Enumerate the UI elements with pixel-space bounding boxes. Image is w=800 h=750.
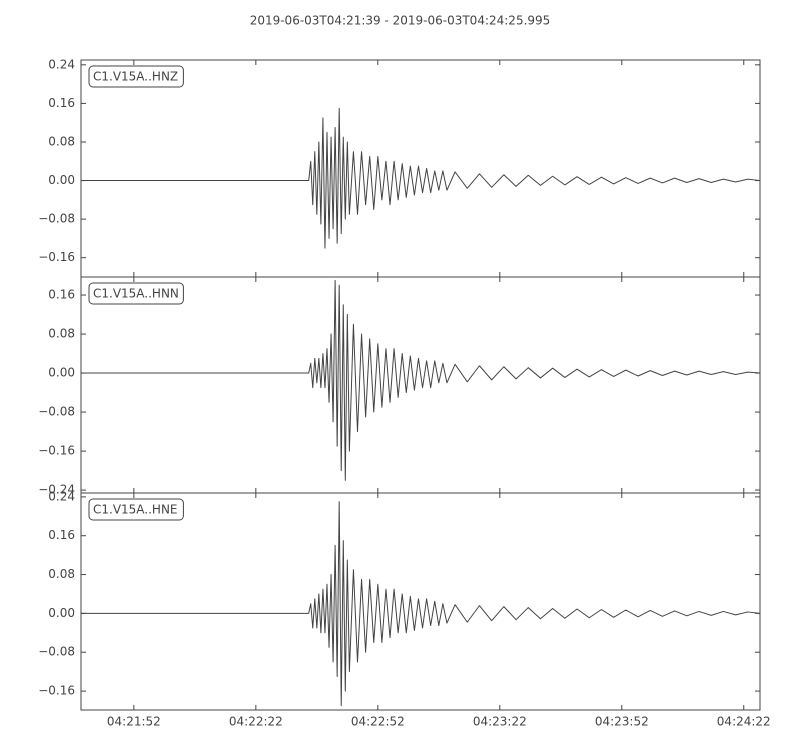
legend-box <box>88 498 184 521</box>
panel-frame <box>80 492 761 711</box>
waveform <box>81 279 761 481</box>
y-tick-label: 0.16 <box>48 288 75 302</box>
y-tick-label: −0.24 <box>38 483 75 497</box>
legend-label: C1.V15A..HNZ <box>93 70 178 84</box>
chart-title: 2019-06-03T04:21:39 - 2019-06-03T04:24:2… <box>250 14 551 28</box>
y-tick-label: −0.08 <box>38 645 75 659</box>
y-tick-label: 0.00 <box>48 173 75 187</box>
y-tick-label: −0.08 <box>38 212 75 226</box>
waveform <box>81 107 761 249</box>
y-tick-label: 0.24 <box>48 489 75 503</box>
legend-box <box>88 65 184 88</box>
legend-label: C1.V15A..HNE <box>93 503 178 517</box>
y-tick-label: 0.08 <box>48 134 75 148</box>
legend-box <box>88 282 184 305</box>
x-tick-label: 04:23:22 <box>473 715 527 729</box>
y-tick-label: 0.08 <box>48 327 75 341</box>
y-tick-label: 0.24 <box>48 57 75 71</box>
x-tick-label: 04:24:22 <box>717 715 771 729</box>
y-tick-label: 0.00 <box>48 606 75 620</box>
x-tick-label: 04:22:22 <box>229 715 283 729</box>
x-tick-label: 04:22:52 <box>351 715 405 729</box>
y-tick-label: −0.08 <box>38 405 75 419</box>
x-tick-label: 04:23:52 <box>595 715 649 729</box>
waveform <box>81 501 761 707</box>
y-tick-label: 0.08 <box>48 567 75 581</box>
legend-label: C1.V15A..HNN <box>93 287 179 301</box>
y-tick-label: −0.16 <box>38 684 75 698</box>
y-tick-label: −0.16 <box>38 250 75 264</box>
y-tick-label: 0.16 <box>48 96 75 110</box>
y-tick-label: 0.16 <box>48 528 75 542</box>
y-tick-label: 0.00 <box>48 366 75 380</box>
x-tick-label: 04:21:52 <box>107 715 161 729</box>
y-tick-label: −0.16 <box>38 444 75 458</box>
